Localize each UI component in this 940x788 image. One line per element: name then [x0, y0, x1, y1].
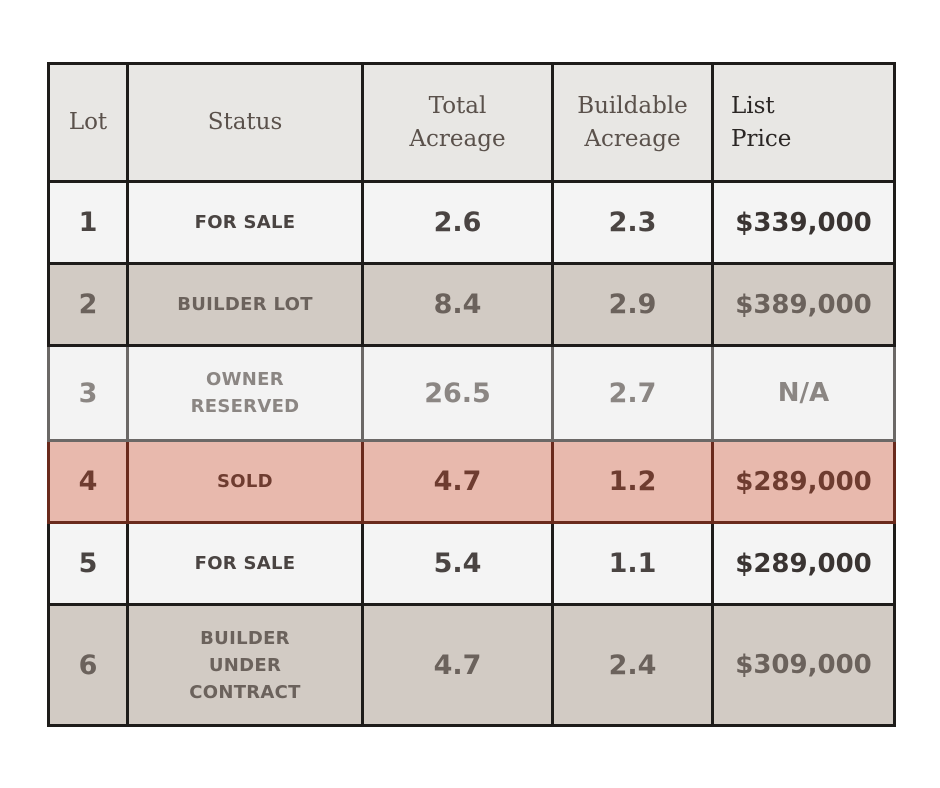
cell-lot: 4	[47, 439, 129, 524]
header-price-line2: Price	[731, 125, 792, 152]
cell-status: SOLD	[126, 439, 364, 524]
cell-list-price: $289,000	[711, 521, 896, 606]
cell-buildable-acreage: 2.7	[551, 344, 714, 442]
cell-total-acreage: 4.7	[361, 603, 554, 727]
table-row-lot-4: 4 SOLD 4.7 1.2 $289,000	[47, 439, 896, 524]
status-line: FOR SALE	[194, 212, 296, 233]
cell-lot: 6	[47, 603, 129, 727]
cell-status: BUILDER UNDER CONTRACT	[126, 603, 364, 727]
cell-list-price: $289,000	[711, 439, 896, 524]
cell-lot: 5	[47, 521, 129, 606]
status-line: UNDER	[208, 654, 282, 676]
cell-list-price: $309,000	[711, 603, 896, 727]
table-row-lot-5: 5 FOR SALE 5.4 1.1 $289,000	[47, 521, 896, 606]
header-buildable-acreage: Buildable Acreage	[551, 62, 714, 183]
cell-list-price: $339,000	[711, 180, 896, 265]
header-total-acreage: Total Acreage	[361, 62, 554, 183]
cell-total-acreage: 8.4	[361, 262, 554, 347]
table-row-lot-6: 6 BUILDER UNDER CONTRACT 4.7 2.4 $309,00…	[47, 603, 896, 727]
cell-total-acreage: 26.5	[361, 344, 554, 442]
cell-buildable-acreage: 2.3	[551, 180, 714, 265]
cell-total-acreage: 2.6	[361, 180, 554, 265]
status-line: FOR SALE	[194, 553, 296, 574]
status-line: SOLD	[217, 471, 273, 492]
cell-status: BUILDER LOT	[126, 262, 364, 347]
status-line: BUILDER LOT	[177, 294, 313, 315]
header-list-price: List Price	[711, 62, 896, 183]
cell-list-price: N/A	[711, 344, 896, 442]
status-line: RESERVED	[190, 396, 300, 417]
cell-buildable-acreage: 1.2	[551, 439, 714, 524]
cell-list-price: $389,000	[711, 262, 896, 347]
cell-buildable-acreage: 2.4	[551, 603, 714, 727]
status-line: OWNER	[206, 369, 284, 390]
cell-lot: 1	[47, 180, 129, 265]
cell-buildable-acreage: 2.9	[551, 262, 714, 347]
table-row-lot-2: 2 BUILDER LOT 8.4 2.9 $389,000	[47, 262, 896, 347]
cell-lot: 3	[47, 344, 129, 442]
header-buildable-line1: Buildable	[577, 92, 688, 119]
status-line: CONTRACT	[189, 681, 301, 703]
cell-total-acreage: 5.4	[361, 521, 554, 606]
status-line: BUILDER	[200, 627, 290, 649]
cell-lot: 2	[47, 262, 129, 347]
header-lot: Lot	[47, 62, 129, 183]
header-total-line2: Acreage	[409, 125, 506, 152]
cell-total-acreage: 4.7	[361, 439, 554, 524]
header-status: Status	[126, 62, 364, 183]
cell-buildable-acreage: 1.1	[551, 521, 714, 606]
table-row-lot-1: 1 FOR SALE 2.6 2.3 $339,000	[47, 180, 896, 265]
cell-status: OWNER RESERVED	[126, 344, 364, 442]
header-price-line1: List	[731, 92, 775, 119]
cell-status: FOR SALE	[126, 521, 364, 606]
table-row-lot-3: 3 OWNER RESERVED 26.5 2.7 N/A	[47, 344, 896, 442]
header-buildable-line2: Acreage	[584, 125, 681, 152]
cell-status: FOR SALE	[126, 180, 364, 265]
header-total-line1: Total	[428, 92, 487, 119]
lots-table: Lot Status Total Acreage Buildable Acrea…	[47, 62, 896, 727]
header-row: Lot Status Total Acreage Buildable Acrea…	[47, 62, 896, 183]
